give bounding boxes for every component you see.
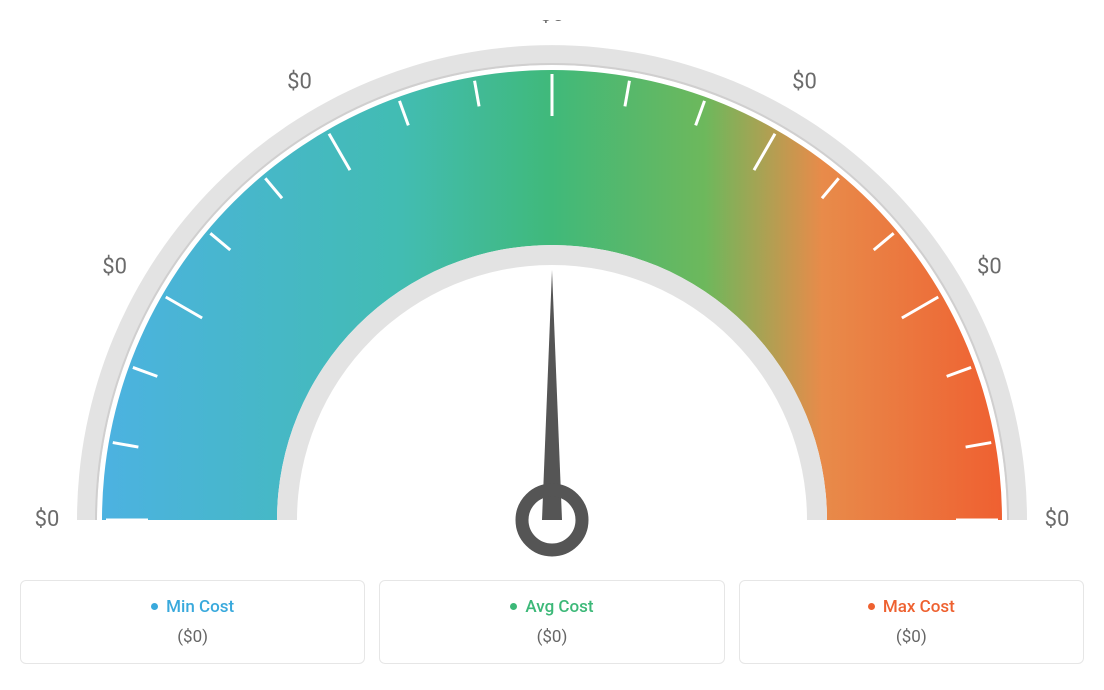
legend-card-max: Max Cost ($0) — [739, 580, 1084, 664]
gauge-svg: $0 $0 $0 $0 $0 $0 $0 — [20, 20, 1084, 560]
legend-title-min: Min Cost — [151, 597, 234, 617]
svg-text:$0: $0 — [977, 254, 1002, 279]
svg-text:$0: $0 — [287, 69, 312, 94]
legend-value-max: ($0) — [752, 627, 1071, 647]
svg-text:$0: $0 — [540, 20, 565, 27]
svg-text:$0: $0 — [792, 69, 817, 94]
svg-text:$0: $0 — [1045, 507, 1070, 532]
legend-value-min: ($0) — [33, 627, 352, 647]
cost-gauge-chart: $0 $0 $0 $0 $0 $0 $0 Min Cost ($0) Avg Cost ($… — [20, 20, 1084, 664]
svg-text:$0: $0 — [35, 507, 60, 532]
legend-card-min: Min Cost ($0) — [20, 580, 365, 664]
legend-row: Min Cost ($0) Avg Cost ($0) Max Cost ($0… — [20, 580, 1084, 664]
legend-title-max: Max Cost — [868, 597, 955, 617]
legend-dot-max — [868, 603, 875, 610]
legend-title-avg: Avg Cost — [510, 597, 593, 617]
legend-label-max: Max Cost — [883, 597, 955, 617]
svg-text:$0: $0 — [102, 254, 127, 279]
legend-label-min: Min Cost — [166, 597, 234, 617]
legend-dot-min — [151, 603, 158, 610]
legend-dot-avg — [510, 603, 517, 610]
legend-card-avg: Avg Cost ($0) — [379, 580, 724, 664]
legend-value-avg: ($0) — [392, 627, 711, 647]
legend-label-avg: Avg Cost — [525, 597, 593, 617]
gauge-svg-container: $0 $0 $0 $0 $0 $0 $0 — [20, 20, 1084, 560]
